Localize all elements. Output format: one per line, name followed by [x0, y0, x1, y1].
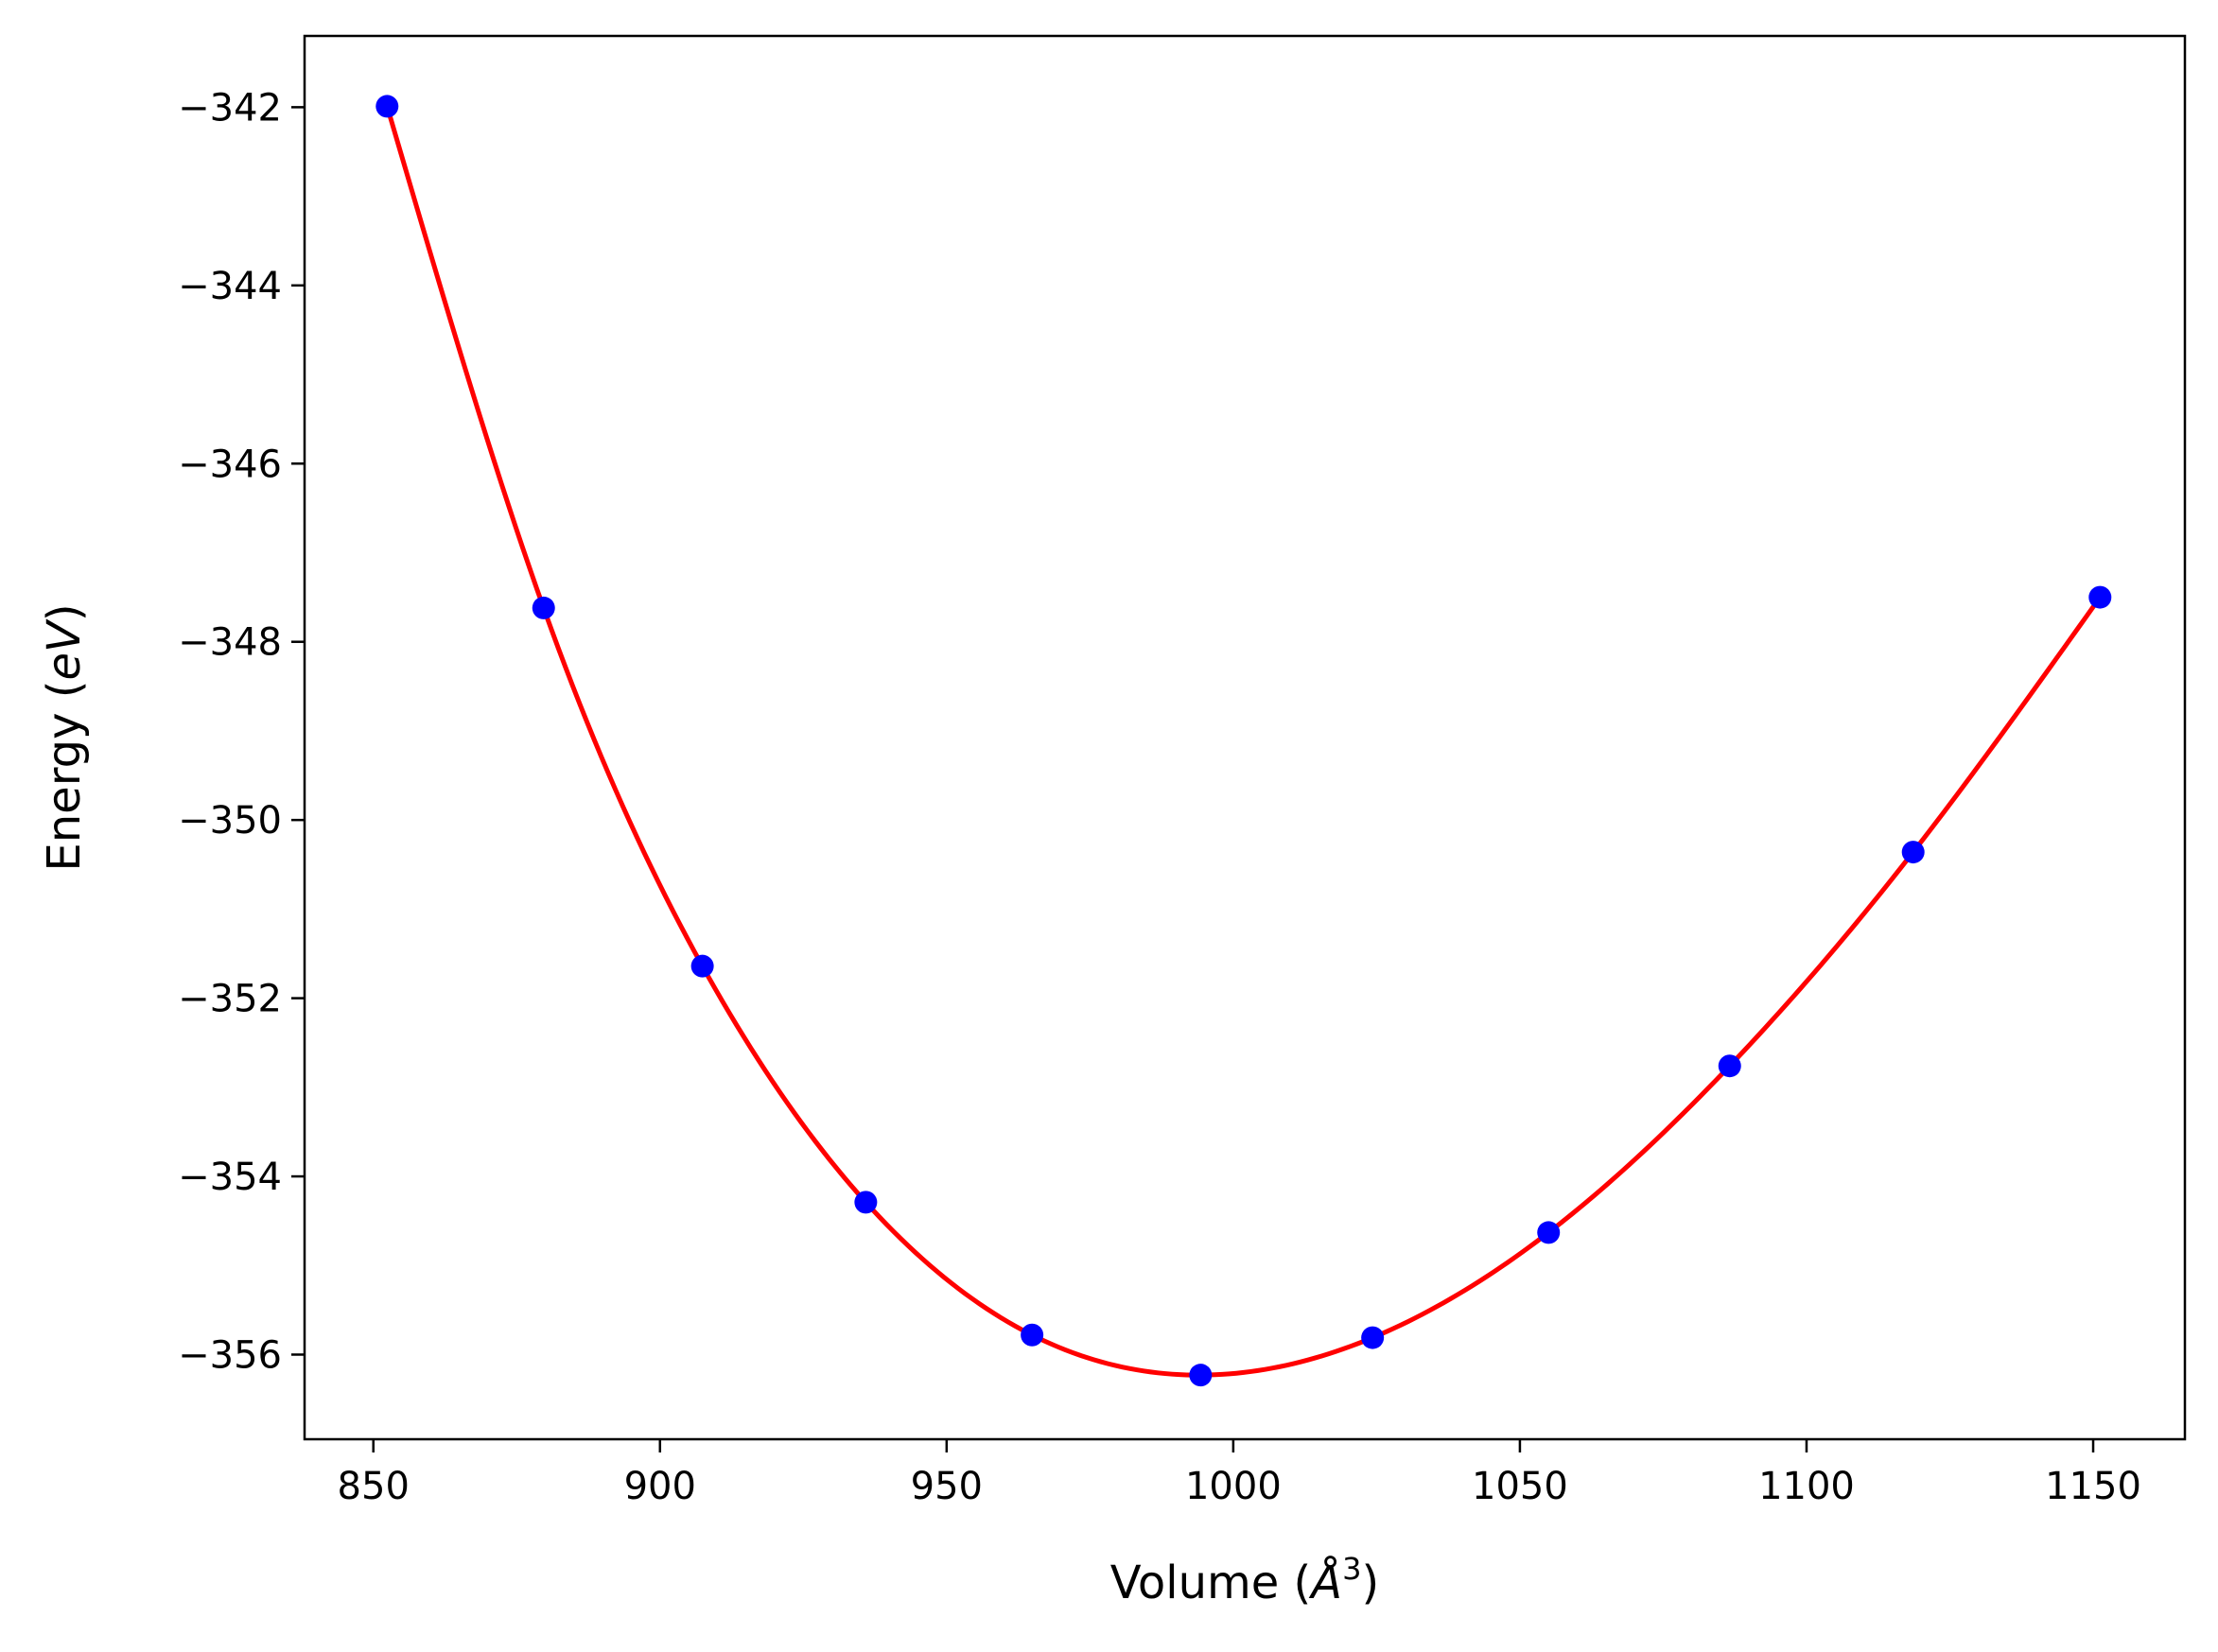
data-point [854, 1191, 878, 1214]
data-point [1901, 841, 1925, 864]
x-axis-label-prefix: Volume ( [1110, 1556, 1312, 1609]
x-tick-label: 1050 [1472, 1465, 1568, 1508]
y-axis-label: Energy (eV) [38, 603, 91, 871]
x-tick-label: 950 [911, 1465, 983, 1508]
plot-frame [303, 34, 2187, 1441]
x-axis-label-suffix: ) [1361, 1556, 1379, 1609]
x-axis-label-exponent: 3 [1342, 1551, 1361, 1587]
series-layer [375, 95, 2112, 1387]
x-tick-label: 1150 [2045, 1465, 2141, 1508]
data-point [2088, 585, 2112, 609]
data-point [1718, 1054, 1741, 1078]
x-tick-label: 1100 [1758, 1465, 1855, 1508]
x-axis-label: Volume (Å3) [1110, 1551, 1379, 1609]
y-axis-label-unit: eV [38, 618, 91, 681]
y-tick-label: −356 [178, 1333, 282, 1377]
x-tick-label: 850 [338, 1465, 410, 1508]
y-tick-label: −346 [178, 443, 282, 486]
data-point [1021, 1323, 1044, 1347]
y-tick-label: −352 [178, 978, 282, 1021]
data-point [1537, 1221, 1561, 1244]
x-axis-label-unit: Å [1308, 1556, 1342, 1609]
ticks-layer: 850 900 950 1000 1050 1100 1150 −342 −344 −346 −34… [178, 86, 2141, 1508]
y-tick-label: −342 [178, 86, 282, 130]
fit-curve [384, 105, 2103, 1378]
data-point [690, 954, 714, 978]
y-tick-label: −354 [178, 1156, 282, 1199]
y-axis-label-suffix: ) [38, 603, 91, 621]
data-point [532, 596, 555, 619]
data-point [1361, 1326, 1385, 1349]
data-point [1189, 1364, 1213, 1387]
x-tick-label: 1000 [1185, 1465, 1282, 1508]
y-tick-label: −344 [178, 265, 282, 308]
y-tick-label: −350 [178, 799, 282, 843]
data-point [375, 95, 399, 118]
x-tick-label: 900 [624, 1465, 696, 1508]
y-tick-label: −348 [178, 621, 282, 665]
y-axis-label-prefix: Energy ( [38, 681, 91, 872]
